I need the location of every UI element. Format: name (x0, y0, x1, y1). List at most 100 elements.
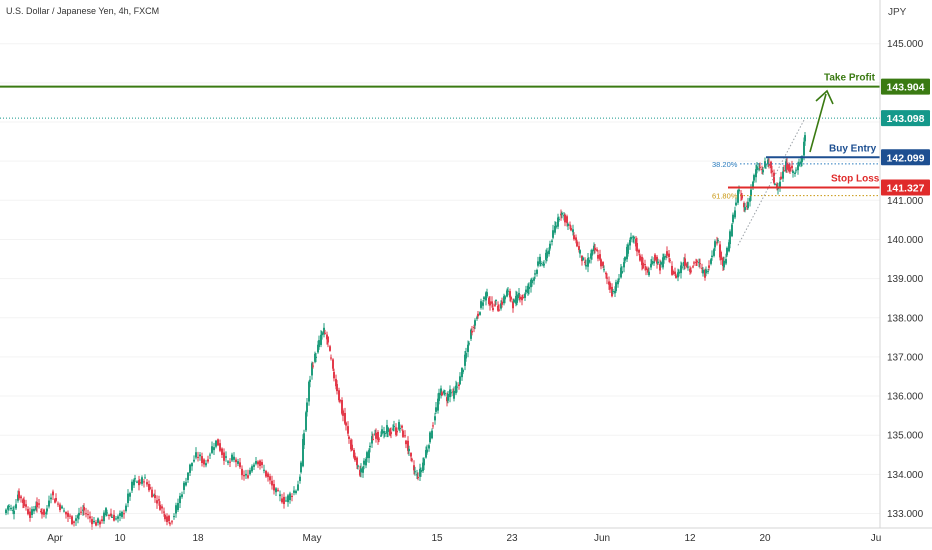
candle-body (119, 513, 121, 516)
candle-body (638, 249, 640, 253)
candle-body (283, 496, 285, 505)
candle-body (344, 412, 346, 424)
candle-body (749, 198, 751, 202)
candle-body (80, 511, 82, 513)
candle-body (36, 502, 38, 508)
candle-body (483, 297, 485, 300)
candle-body (269, 476, 271, 481)
candle-body (575, 237, 577, 241)
candle-body (579, 250, 581, 254)
candle-body (569, 224, 571, 226)
candle-body (434, 416, 436, 421)
candle-body (368, 450, 370, 459)
candle-body (476, 317, 478, 319)
candle-body (381, 429, 383, 434)
candle-body (317, 344, 319, 353)
candle-body (351, 444, 353, 451)
candle-body (755, 169, 757, 178)
candle-body (410, 453, 412, 457)
candle-body (41, 512, 43, 515)
candle-body (33, 508, 35, 512)
candle-body (566, 216, 568, 223)
candle-body (690, 270, 692, 272)
candle-body (151, 489, 153, 498)
candle-body (792, 171, 794, 174)
candle-body (642, 262, 644, 269)
candle-body (384, 432, 386, 434)
candle-body (366, 452, 368, 459)
candle-body (339, 399, 341, 402)
candle-body (482, 302, 484, 306)
candle-body (48, 500, 50, 507)
candle-body (522, 296, 524, 298)
candle-body (782, 171, 784, 179)
candle-body (215, 440, 217, 447)
candle-body (127, 493, 129, 504)
candle-body (789, 167, 791, 172)
candle-body (179, 495, 181, 504)
candle-body (738, 189, 740, 192)
x-tick-label: Ju (871, 533, 882, 544)
candle-body (630, 236, 632, 240)
candle-body (231, 454, 233, 461)
x-tick-label: May (303, 533, 322, 544)
candle-body (512, 301, 514, 309)
chart-title: U.S. Dollar / Japanese Yen, 4h, FXCM (6, 6, 159, 16)
candle-body (65, 512, 67, 515)
candle-body (509, 291, 511, 298)
candle-body (612, 291, 614, 293)
candle-body (375, 432, 377, 439)
candle-body (59, 504, 61, 511)
candle-body (139, 482, 141, 484)
candle-body (136, 481, 138, 483)
candle-body (486, 292, 488, 297)
candle-body (497, 305, 499, 311)
candle-body (417, 476, 419, 479)
candle-body (588, 259, 590, 263)
x-tick-label: 15 (431, 533, 443, 544)
candle-body (387, 427, 389, 432)
candle-body (590, 253, 592, 259)
y-tick-label: 136.000 (887, 392, 924, 403)
candle-body (105, 508, 107, 516)
candle-body (693, 262, 695, 264)
candle-body (701, 267, 703, 269)
candle-body (338, 390, 340, 401)
candle-body (503, 296, 505, 304)
candle-body (771, 170, 773, 173)
candle-body (329, 346, 331, 351)
candle-body (734, 210, 736, 218)
candle-body (259, 460, 261, 467)
price-badge-text: 142.099 (887, 152, 925, 164)
candle-body (795, 169, 797, 171)
candle-body (27, 509, 29, 515)
candle-body (519, 296, 521, 300)
candle-body (83, 506, 85, 511)
candle-body (656, 256, 658, 264)
candle-body (164, 514, 166, 520)
candle-body (333, 371, 335, 379)
candle-body (485, 292, 487, 301)
candle-body (677, 272, 679, 278)
candle-body (518, 292, 520, 299)
candle-body (465, 352, 467, 359)
candle-body (267, 473, 269, 478)
candle-body (211, 446, 213, 453)
candle-body (533, 278, 535, 281)
candle-body (573, 235, 575, 240)
candle-body (456, 386, 458, 388)
candle-body (605, 272, 607, 275)
candle-body (378, 438, 380, 440)
candle-body (623, 262, 625, 268)
candle-body (13, 510, 15, 515)
candle-body (203, 459, 205, 465)
candle-body (600, 259, 602, 267)
candle-body (69, 515, 71, 517)
last-price-badge: 143.098 (881, 110, 930, 127)
candle-body (223, 452, 225, 461)
candle-body (753, 175, 755, 181)
candle-body (720, 251, 722, 260)
fib-level-label: 38.20% (712, 160, 738, 169)
candle-body (704, 269, 706, 278)
candle-body (287, 495, 289, 503)
